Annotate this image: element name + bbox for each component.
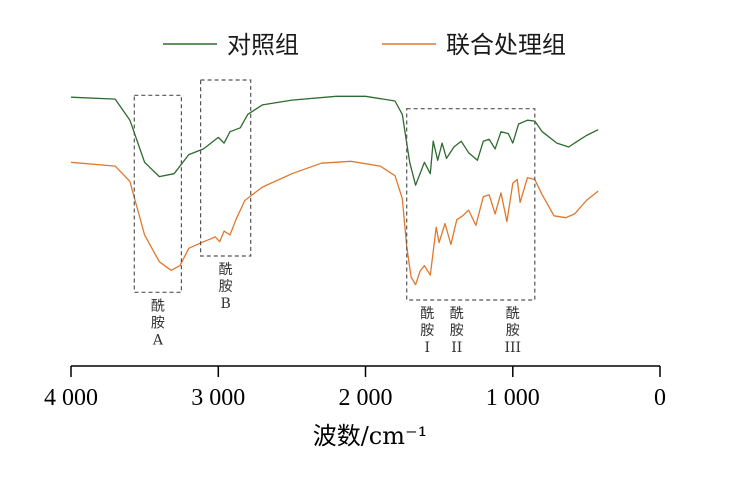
x-tick-label-1: 3 000 bbox=[191, 385, 245, 411]
annotation-label-3: 酰胺 II bbox=[450, 306, 464, 356]
annotation-label-0: 酰胺 A bbox=[151, 298, 165, 348]
x-tick-label-2: 2 000 bbox=[339, 385, 393, 411]
x-tick-label-0: 4 000 bbox=[44, 385, 98, 411]
annotation-label-4: 酰胺 III bbox=[505, 306, 522, 356]
annotation-box-1 bbox=[200, 79, 252, 257]
x-tick-label-3: 1 000 bbox=[486, 385, 540, 411]
legend: 对照组 联合处理组 bbox=[163, 31, 566, 59]
series-line-0 bbox=[70, 95, 599, 186]
annotation-label-2: 酰胺 I bbox=[420, 306, 434, 356]
x-axis-title: 波数/cm⁻¹ bbox=[313, 422, 428, 450]
x-axis-ticks: 4 000 3 000 2 000 1 000 0 bbox=[44, 366, 666, 411]
legend-label-control: 对照组 bbox=[227, 31, 299, 59]
annotation-label-1: 酰胺 B bbox=[219, 262, 233, 312]
series-line-1 bbox=[70, 160, 599, 286]
legend-label-combined: 联合处理组 bbox=[446, 31, 566, 59]
x-tick-label-4: 0 bbox=[654, 385, 666, 411]
series-layer bbox=[70, 95, 599, 286]
annotation-layer: 酰胺 A 酰胺 B 酰胺 I 酰胺 II 酰胺 III bbox=[133, 79, 536, 356]
annotation-box-2 bbox=[406, 108, 536, 301]
annotation-box-0 bbox=[133, 94, 183, 293]
